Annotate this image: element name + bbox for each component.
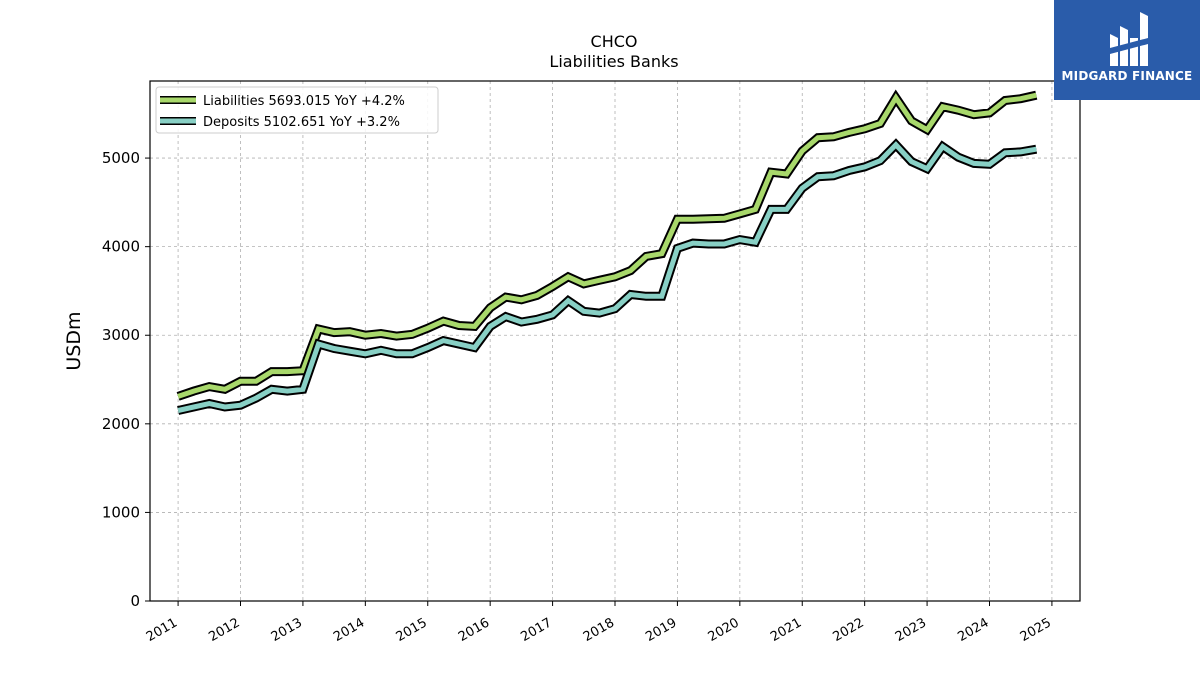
x-tick-label: 2016 bbox=[456, 615, 492, 645]
x-tick-label: 2012 bbox=[206, 615, 242, 645]
legend-box bbox=[155, 86, 439, 134]
x-tick-label: 2022 bbox=[831, 615, 867, 645]
y-axis: 0 1000 2000 3000 4000 5000 bbox=[102, 149, 150, 610]
x-axis: 2011 2012 2013 2014 2015 2016 2017 2018 2019 2020… bbox=[144, 601, 1054, 645]
grid-lines bbox=[150, 81, 1080, 602]
x-tick-label: 2025 bbox=[1018, 615, 1054, 645]
x-tick-label: 2024 bbox=[955, 615, 991, 645]
series-outline-liabilities bbox=[176, 89, 1038, 401]
series-line-deposits bbox=[177, 141, 1037, 413]
legend-label-liabilities: Liabilities 5693.015 YoY +4.2% bbox=[203, 94, 405, 109]
chart-subtitle: Liabilities Banks bbox=[549, 52, 678, 71]
plot-series bbox=[176, 89, 1038, 415]
brand-name: MIDGARD FINANCE bbox=[1061, 69, 1193, 83]
legend-label-deposits: Deposits 5102.651 YoY +3.2% bbox=[203, 115, 400, 130]
y-tick-label: 1000 bbox=[102, 503, 140, 521]
midgard-logo-icon bbox=[1110, 12, 1148, 66]
x-tick-label: 2019 bbox=[643, 615, 679, 645]
legend: Liabilities 5693.015 YoY +4.2% Deposits … bbox=[155, 86, 439, 134]
y-tick-label: 2000 bbox=[102, 415, 140, 433]
x-tick-label: 2011 bbox=[144, 615, 180, 645]
y-tick-label: 4000 bbox=[102, 238, 140, 256]
series-line-liabilities bbox=[177, 92, 1037, 399]
chart-title: CHCO bbox=[591, 32, 638, 51]
y-tick-label: 5000 bbox=[102, 149, 140, 167]
x-tick-label: 2018 bbox=[581, 615, 617, 645]
x-tick-label: 2017 bbox=[518, 615, 554, 645]
y-tick-label: 0 bbox=[130, 592, 140, 610]
brand-logo: MIDGARD FINANCE bbox=[1054, 0, 1200, 100]
x-tick-label: 2020 bbox=[706, 615, 742, 645]
x-tick-label: 2014 bbox=[331, 615, 367, 645]
y-axis-label: USDm bbox=[63, 311, 85, 370]
y-tick-label: 3000 bbox=[102, 326, 140, 344]
x-tick-label: 2023 bbox=[893, 615, 929, 645]
x-tick-label: 2015 bbox=[394, 615, 430, 645]
x-tick-label: 2013 bbox=[269, 615, 305, 645]
x-tick-label: 2021 bbox=[768, 615, 804, 645]
